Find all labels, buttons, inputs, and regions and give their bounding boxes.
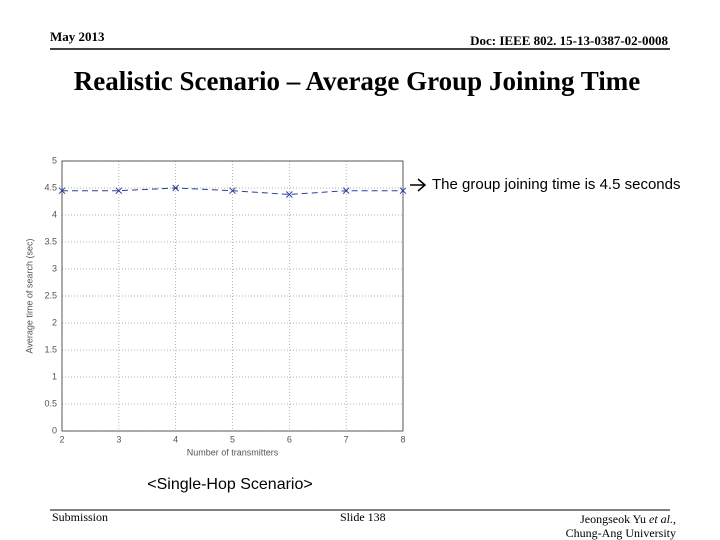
x-axis-label: Number of transmitters [187,447,279,457]
y-tick-label: 1.5 [44,344,57,354]
y-tick-label: 4.5 [44,182,57,192]
y-tick-label: 3 [52,263,57,273]
data-point [172,184,180,192]
y-tick-label: 0 [52,425,57,435]
footer-author: Jeongseok Yu et al., [580,512,676,526]
y-tick-label: 0.5 [44,398,57,408]
x-tick-label: 8 [400,434,405,444]
y-tick-label: 5 [52,155,57,165]
x-tick-label: 5 [230,434,235,444]
x-tick-label: 3 [116,434,121,444]
x-tick-label: 6 [287,434,292,444]
data-point [58,187,66,195]
author-suffix: , [673,512,676,526]
y-tick-label: 1 [52,371,57,381]
author-etal: et al. [649,512,673,526]
chart: 0 0.5 1 1.5 2 2.5 3 3.5 4 4.5 5 2 3 4 5 6 7 8 Number of tr… [24,155,407,457]
y-tick-label: 3.5 [44,236,57,246]
data-point [229,187,236,195]
y-axis-label: Average time of search (sec) [24,239,34,354]
footer-center: Slide 138 [340,510,386,524]
x-tick-label: 2 [59,434,64,444]
caption: <Single-Hop Scenario> [147,476,312,493]
annotation: The group joining time is 4.5 seconds [432,176,680,193]
data-point [285,191,293,198]
footer-left: Submission [52,510,108,524]
arrow-icon [410,178,427,192]
header-date: May 2013 [50,29,105,44]
footer-affiliation: Chung-Ang University [566,526,676,540]
y-tick-label: 2 [52,317,57,327]
slide-title: Realistic Scenario – Average Group Joini… [74,66,641,96]
data-point [115,187,123,195]
y-tick-label: 2.5 [44,290,57,300]
y-tick-label: 4 [52,209,57,219]
data-point [399,187,407,195]
header-doc: Doc: IEEE 802. 15-13-0387-02-0008 [470,33,668,48]
plot-frame [61,160,404,432]
x-tick-label: 4 [173,434,178,444]
chart-background [32,150,410,465]
x-tick-label: 7 [344,434,349,444]
author-name: Jeongseok Yu [580,512,646,526]
data-point [342,187,350,195]
